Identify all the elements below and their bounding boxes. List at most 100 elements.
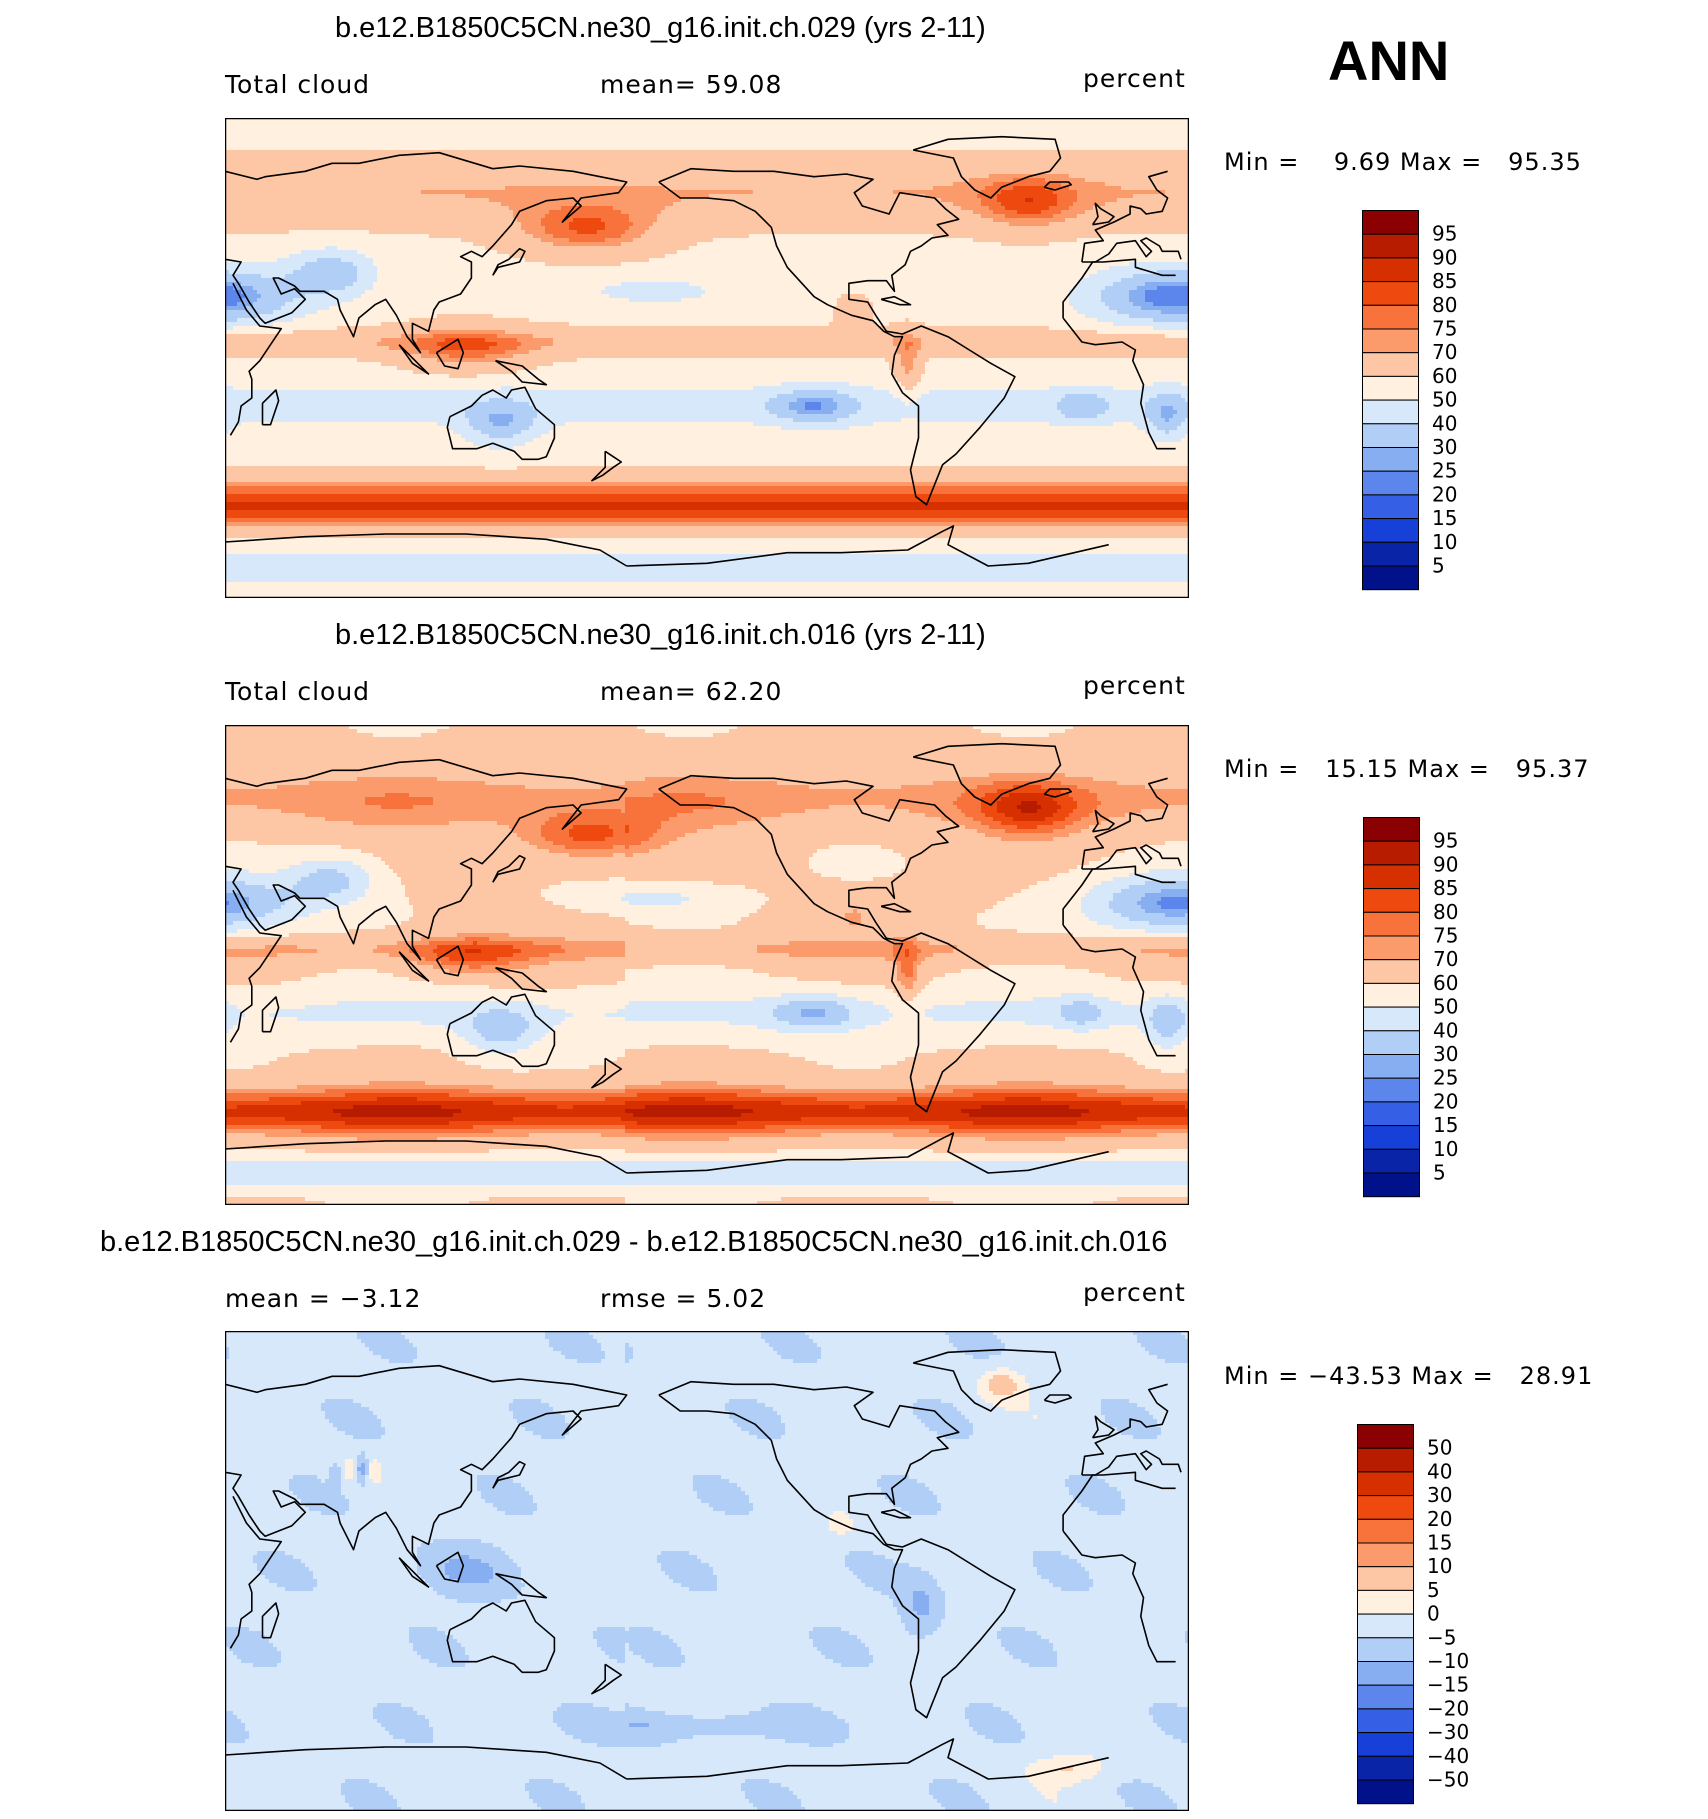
field-cell <box>365 194 370 199</box>
field-cell <box>397 170 402 175</box>
field-cell <box>349 182 354 187</box>
field-cell <box>333 138 338 143</box>
field-cell <box>1109 190 1114 195</box>
field-cell <box>633 186 638 191</box>
field-cell <box>637 166 642 171</box>
field-cell <box>601 198 606 203</box>
field-cell <box>789 198 794 203</box>
field-cell <box>1137 146 1142 151</box>
field-cell <box>401 122 406 127</box>
field-cell <box>353 138 358 143</box>
field-cell <box>901 174 906 179</box>
field-cell <box>981 170 986 175</box>
field-cell <box>777 150 782 155</box>
field-cell <box>1141 142 1146 147</box>
field-cell <box>293 126 298 131</box>
field-cell <box>257 142 262 147</box>
field-cell <box>1077 182 1082 187</box>
field-cell <box>865 138 870 143</box>
field-cell <box>805 186 810 191</box>
field-cell <box>1033 150 1038 155</box>
field-cell <box>737 186 742 191</box>
field-cell <box>641 166 646 171</box>
field-cell <box>1157 138 1162 143</box>
field-cell <box>1057 190 1062 195</box>
field-cell <box>469 146 474 151</box>
field-cell <box>561 130 566 135</box>
field-cell <box>633 126 638 131</box>
field-cell <box>721 182 726 187</box>
field-cell <box>825 170 830 175</box>
field-cell <box>1149 126 1154 131</box>
field-cell <box>769 142 774 147</box>
field-cell <box>241 162 246 167</box>
field-cell <box>645 194 650 199</box>
field-cell <box>661 150 666 155</box>
field-cell <box>285 178 290 183</box>
field-cell <box>1073 170 1078 175</box>
field-cell <box>1049 146 1054 151</box>
field-cell <box>345 126 350 131</box>
field-cell <box>1177 170 1182 175</box>
field-cell <box>581 190 586 195</box>
field-cell <box>869 146 874 151</box>
field-cell <box>873 134 878 139</box>
field-cell <box>721 194 726 199</box>
field-cell <box>521 190 526 195</box>
field-cell <box>641 162 646 167</box>
field-cell <box>581 158 586 163</box>
field-cell <box>1065 130 1070 135</box>
field-cell <box>1093 122 1098 127</box>
field-cell <box>661 162 666 167</box>
field-cell <box>1077 142 1082 147</box>
field-cell <box>1157 122 1162 127</box>
field-cell <box>373 198 378 203</box>
field-cell <box>409 162 414 167</box>
field-cell <box>509 146 514 151</box>
field-cell <box>1085 126 1090 131</box>
field-cell <box>1089 158 1094 163</box>
field-cell <box>1021 162 1026 167</box>
field-cell <box>693 170 698 175</box>
field-cell <box>501 178 506 183</box>
field-cell <box>1105 142 1110 147</box>
field-cell <box>877 174 882 179</box>
field-cell <box>597 178 602 183</box>
field-cell <box>293 158 298 163</box>
field-cell <box>1029 150 1034 155</box>
field-cell <box>453 138 458 143</box>
field-cell <box>829 134 834 139</box>
field-cell <box>309 138 314 143</box>
field-cell <box>681 174 686 179</box>
field-cell <box>669 134 674 139</box>
field-cell <box>517 150 522 155</box>
field-cell <box>961 158 966 163</box>
field-cell <box>981 154 986 159</box>
field-cell <box>533 146 538 151</box>
field-cell <box>749 146 754 151</box>
field-cell <box>313 186 318 191</box>
field-cell <box>709 154 714 159</box>
field-cell <box>1173 122 1178 127</box>
field-cell <box>805 170 810 175</box>
field-cell <box>1125 186 1130 191</box>
field-cell <box>849 190 854 195</box>
field-cell <box>869 150 874 155</box>
field-cell <box>1057 166 1062 171</box>
field-cell <box>481 146 486 151</box>
field-cell <box>669 198 674 203</box>
field-cell <box>365 142 370 147</box>
field-cell <box>269 158 274 163</box>
field-cell <box>805 162 810 167</box>
field-cell <box>761 150 766 155</box>
field-cell <box>721 138 726 143</box>
field-cell <box>885 134 890 139</box>
field-cell <box>785 158 790 163</box>
field-cell <box>905 158 910 163</box>
field-cell <box>905 138 910 143</box>
field-cell <box>573 138 578 143</box>
field-cell <box>965 166 970 171</box>
field-cell <box>641 122 646 127</box>
field-cell <box>833 170 838 175</box>
field-cell <box>229 162 234 167</box>
